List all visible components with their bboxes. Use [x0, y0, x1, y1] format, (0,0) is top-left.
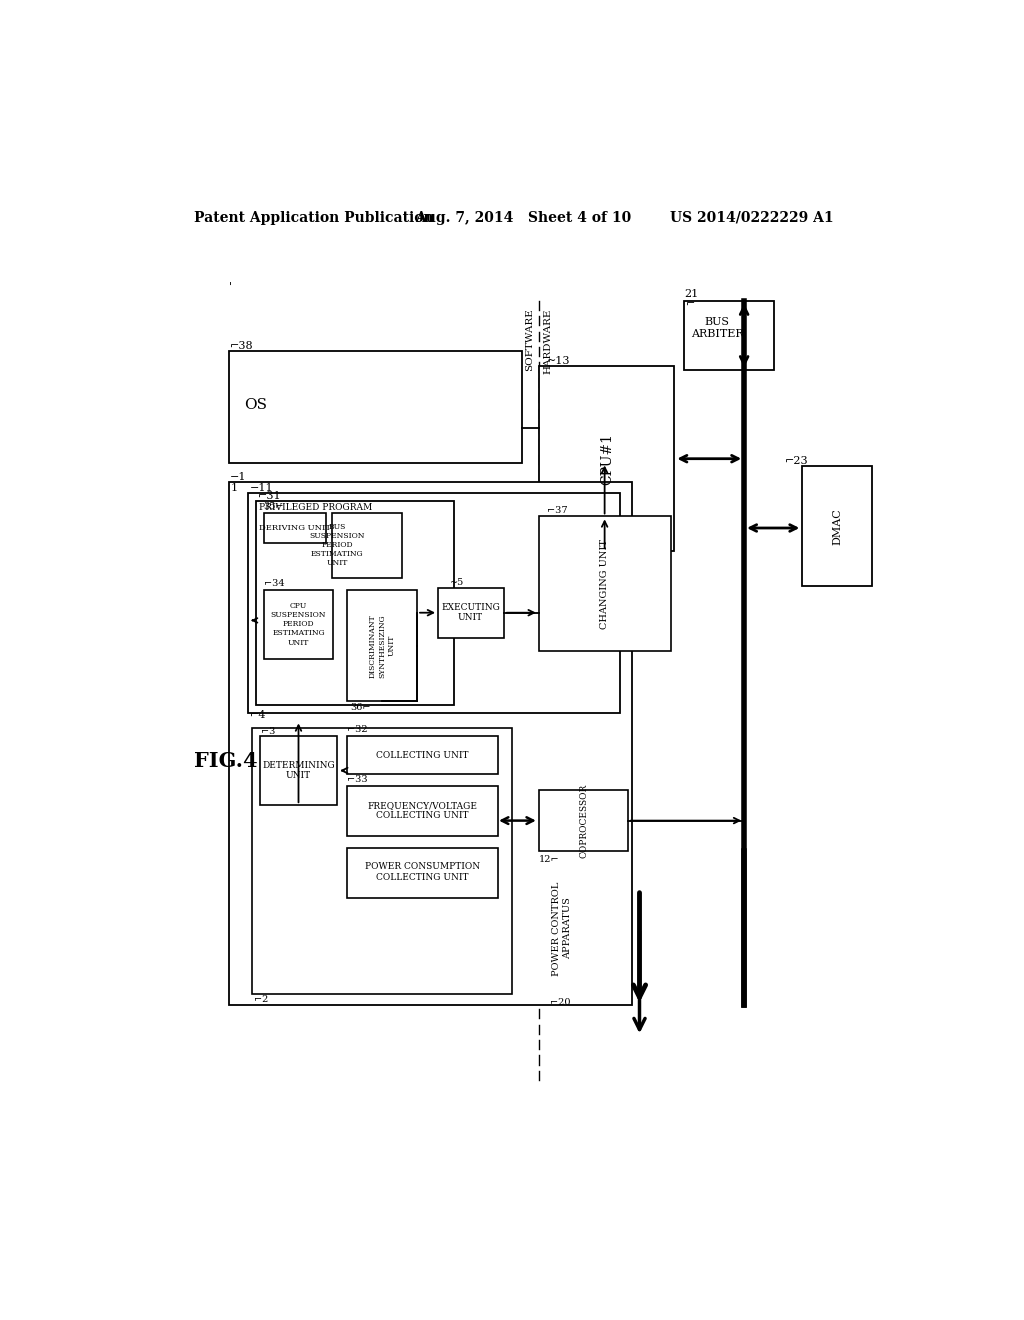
Bar — [263, 512, 326, 544]
Bar — [252, 729, 512, 994]
Text: DETERMINING
UNIT: DETERMINING UNIT — [262, 760, 335, 780]
Bar — [802, 466, 872, 586]
Text: FIG.4: FIG.4 — [194, 751, 257, 771]
Text: POWER CONTROL
APPARATUS: POWER CONTROL APPARATUS — [552, 882, 571, 975]
Text: ⌐4: ⌐4 — [250, 710, 266, 721]
Text: 36⌐: 36⌐ — [350, 702, 371, 711]
Text: EXECUTING
UNIT: EXECUTING UNIT — [441, 603, 500, 623]
Text: BUS
SUSPENSION
PERIOD
ESTIMATING
UNIT: BUS SUSPENSION PERIOD ESTIMATING UNIT — [309, 523, 365, 568]
Text: −1: −1 — [229, 471, 246, 482]
Bar — [346, 785, 498, 836]
Text: ⌐2: ⌐2 — [254, 995, 268, 1005]
Text: ⌐33: ⌐33 — [346, 775, 368, 784]
Text: BUS
ARBITER: BUS ARBITER — [690, 317, 743, 339]
Text: ⌐34: ⌐34 — [263, 579, 285, 589]
Bar — [256, 502, 454, 705]
Text: ': ' — [228, 281, 231, 292]
Text: SOFTWARE: SOFTWARE — [525, 309, 535, 371]
Text: ⌐3: ⌐3 — [261, 727, 275, 737]
Text: ⌐20: ⌐20 — [550, 998, 570, 1007]
Text: CPU#1: CPU#1 — [600, 433, 614, 484]
Text: POWER CONSUMPTION
COLLECTING UNIT: POWER CONSUMPTION COLLECTING UNIT — [365, 862, 480, 882]
Bar — [260, 737, 337, 805]
Bar — [228, 351, 521, 462]
Text: CHANGING UNIT: CHANGING UNIT — [600, 539, 609, 630]
Text: ⌐37: ⌐37 — [547, 506, 567, 515]
Text: DERIVING UNIT: DERIVING UNIT — [259, 524, 331, 532]
Text: COLLECTING UNIT: COLLECTING UNIT — [376, 751, 469, 759]
Text: COPROCESSOR: COPROCESSOR — [580, 784, 588, 858]
Text: FREQUENCY/VOLTAGE
COLLECTING UNIT: FREQUENCY/VOLTAGE COLLECTING UNIT — [368, 801, 477, 820]
Text: DMAC: DMAC — [833, 508, 842, 545]
Bar — [346, 847, 498, 898]
Bar — [539, 516, 671, 651]
Text: ⌐32: ⌐32 — [346, 726, 368, 734]
Text: DISCRIMINANT
SYNTHESIZING
UNIT: DISCRIMINANT SYNTHESIZING UNIT — [369, 614, 395, 677]
Bar — [248, 494, 621, 713]
Text: PRIVILEGED PROGRAM: PRIVILEGED PROGRAM — [259, 503, 373, 512]
Bar — [332, 512, 401, 578]
Bar — [539, 367, 675, 552]
Text: 12⌐: 12⌐ — [539, 855, 559, 865]
Bar — [263, 590, 334, 659]
Text: 21: 21 — [684, 289, 698, 300]
Text: Patent Application Publication: Patent Application Publication — [194, 211, 433, 224]
Text: ~5: ~5 — [450, 578, 464, 586]
Bar — [684, 301, 773, 370]
Text: ⌐: ⌐ — [686, 300, 695, 309]
Bar — [438, 589, 504, 638]
Text: ⌐31: ⌐31 — [257, 491, 281, 502]
Text: OS: OS — [245, 397, 267, 412]
Text: ⌐38: ⌐38 — [229, 341, 253, 351]
Bar — [539, 789, 628, 851]
Bar — [228, 482, 632, 1006]
Text: Aug. 7, 2014   Sheet 4 of 10: Aug. 7, 2014 Sheet 4 of 10 — [415, 211, 631, 224]
Text: 1: 1 — [230, 483, 238, 494]
Bar — [347, 590, 417, 701]
Text: CPU
SUSPENSION
PERIOD
ESTIMATING
UNIT: CPU SUSPENSION PERIOD ESTIMATING UNIT — [270, 602, 327, 647]
Text: 35⌐: 35⌐ — [263, 502, 284, 511]
Text: US 2014/0222229 A1: US 2014/0222229 A1 — [671, 211, 835, 224]
Text: HARDWARE: HARDWARE — [544, 309, 552, 374]
Text: ~13: ~13 — [547, 356, 570, 367]
Text: ⌐23: ⌐23 — [785, 457, 809, 466]
Bar — [346, 737, 498, 775]
Text: −11: −11 — [250, 483, 273, 494]
